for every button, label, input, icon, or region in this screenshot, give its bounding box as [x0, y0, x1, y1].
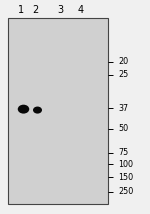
Text: 50: 50	[118, 124, 128, 133]
Text: 3: 3	[57, 5, 63, 15]
Text: 2: 2	[32, 5, 38, 15]
Text: 150: 150	[118, 172, 133, 181]
Bar	[8, 18, 108, 204]
Text: 20: 20	[118, 57, 128, 66]
Text: 100: 100	[118, 159, 133, 168]
Text: 37: 37	[118, 104, 128, 113]
Ellipse shape	[18, 105, 29, 114]
Text: 250: 250	[118, 187, 133, 196]
Text: 1: 1	[18, 5, 24, 15]
Text: 25: 25	[118, 70, 128, 79]
Text: 4: 4	[78, 5, 84, 15]
Text: 75: 75	[118, 148, 128, 157]
Ellipse shape	[33, 107, 42, 114]
